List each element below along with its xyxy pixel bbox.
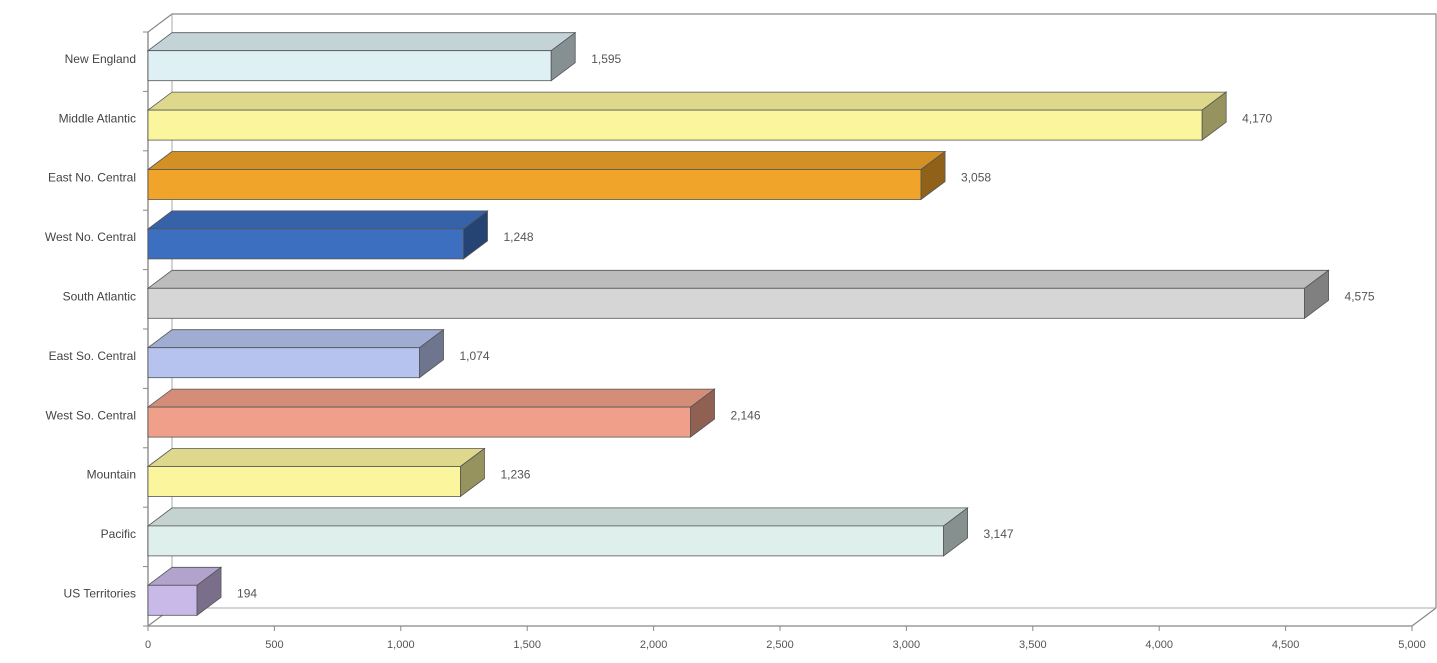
bar [146, 507, 969, 557]
x-tick-label: 1,500 [513, 639, 541, 651]
data-label: 4,575 [1345, 289, 1375, 303]
category-label: South Atlantic [63, 289, 136, 303]
bar [146, 31, 577, 82]
data-label: 1,074 [460, 349, 490, 363]
bar-end-face [419, 328, 444, 379]
bar-front-face [147, 466, 461, 497]
x-tick-label: 0 [145, 639, 151, 651]
bar-end-face [1201, 91, 1227, 141]
data-label: 3,058 [961, 171, 991, 185]
x-tick-label: 3,000 [893, 639, 921, 651]
bar-top-face [146, 507, 969, 527]
bar-front-face [147, 50, 552, 82]
bar-top-face [146, 388, 716, 408]
category-label: New England [65, 52, 136, 66]
x-tick-label: 500 [265, 639, 283, 651]
bar-top-face [146, 91, 1228, 111]
bar-front-face [147, 169, 922, 200]
category-label: East No. Central [48, 171, 136, 185]
data-label: 4,170 [1242, 111, 1272, 125]
data-label: 2,146 [731, 408, 761, 422]
bar-front-face [147, 347, 420, 379]
bar-front-face [147, 287, 1305, 319]
bar-end-face [920, 150, 946, 201]
data-label: 1,248 [503, 230, 533, 244]
bar-front-face [147, 109, 1203, 141]
data-label: 3,147 [984, 527, 1014, 541]
category-label: East So. Central [49, 349, 136, 363]
category-label: West So. Central [46, 408, 136, 422]
category-label: US Territories [64, 586, 136, 600]
bar [146, 269, 1330, 320]
bar-front-face [147, 406, 691, 438]
bar-top-face [146, 329, 445, 349]
x-tick-label: 2,000 [640, 639, 668, 651]
bar-front-face [147, 525, 944, 557]
bar [146, 150, 947, 201]
data-label: 1,595 [591, 52, 621, 66]
bar [146, 566, 223, 617]
bar-top-face [146, 32, 577, 52]
bar-top-face [146, 448, 486, 467]
x-tick-label: 4,000 [1145, 639, 1173, 651]
bar [146, 210, 489, 260]
bar-front-face [147, 228, 464, 260]
floor-right-edge [1411, 607, 1437, 627]
x-tick-label: 2,500 [766, 639, 794, 651]
bar [146, 388, 716, 438]
category-axis: New England Middle Atlantic East No. Centr… [45, 31, 149, 627]
bar [146, 91, 1228, 141]
value-axis: 0 500 1,000 1,500 2,000 2,500 3,000 3,500 4,000 4… [145, 626, 1426, 651]
x-tick-label: 1,000 [387, 639, 415, 651]
bar-end-face [943, 507, 968, 557]
bar [146, 447, 486, 498]
category-label: West No. Central [45, 230, 136, 244]
bar-end-face [550, 31, 576, 82]
bar-top-face [146, 151, 947, 170]
bar-end-face [690, 388, 715, 438]
bar-top-face [146, 210, 489, 230]
bar-end-face [460, 447, 485, 498]
bar-end-face [196, 566, 222, 617]
category-label: Pacific [101, 527, 136, 541]
data-label: 194 [237, 586, 257, 600]
bar-end-face [463, 210, 488, 260]
x-tick-label: 3,500 [1019, 639, 1047, 651]
bar [146, 328, 445, 379]
data-label: 1,236 [500, 468, 530, 482]
category-label: Middle Atlantic [59, 111, 136, 125]
x-tick-label: 4,500 [1272, 639, 1300, 651]
bar-top-face [146, 269, 1330, 289]
bar-end-face [1304, 269, 1329, 320]
category-label: Mountain [87, 468, 136, 482]
x-tick-label: 5,000 [1398, 639, 1426, 651]
bar-front-face [147, 584, 198, 616]
bar-series: 1,595 4,170 3,058 1,248 4,575 1,074 2,146 1,236… [146, 31, 1375, 617]
